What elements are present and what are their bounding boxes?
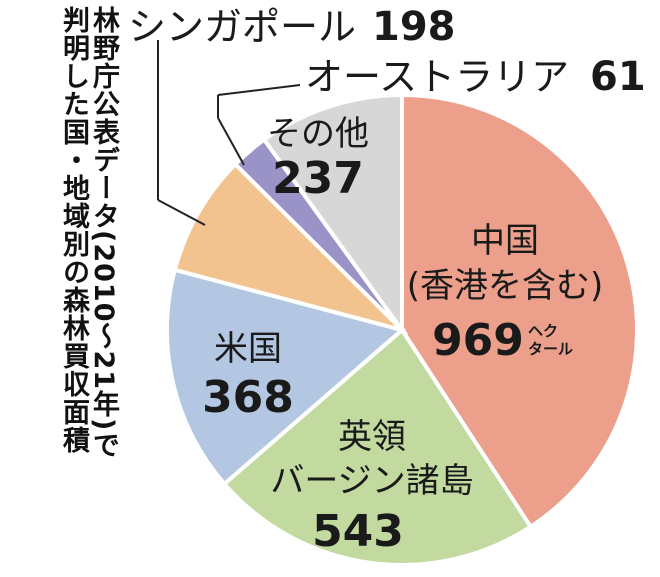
label-other-name: その他 bbox=[267, 114, 369, 154]
leader-line-singapore-tail bbox=[157, 199, 206, 226]
label-singapore-name: シンガポール bbox=[128, 5, 356, 49]
title-line-1: 林野庁公表データ(2010〜21年)で bbox=[88, 6, 119, 460]
label-australia-name: オーストラリア bbox=[305, 55, 569, 99]
label-other-value: 237 bbox=[272, 153, 364, 204]
leader-line-australia-tail bbox=[217, 117, 245, 166]
label-bvi-sub: バージン諸島 bbox=[270, 461, 473, 501]
label-china-sub: (香港を含む) bbox=[407, 266, 604, 306]
pie-slice-bvi bbox=[221, 326, 534, 567]
label-singapore-value: 198 bbox=[372, 4, 456, 50]
chart-title: 林野庁公表データ(2010〜21年)で 判明した国・地域別の森林買収面積 bbox=[58, 6, 119, 576]
pie-slice-us bbox=[165, 267, 407, 487]
pie-slice-singapore bbox=[172, 161, 409, 334]
label-bvi-value: 543 bbox=[312, 506, 404, 557]
label-australia-value: 61 bbox=[590, 54, 646, 100]
pie-slice-other bbox=[261, 92, 404, 337]
pie-slices bbox=[165, 92, 639, 567]
label-unit-bottom: タール bbox=[528, 340, 573, 358]
label-bvi-name: 英領 bbox=[338, 417, 406, 457]
leader-line-australia bbox=[217, 84, 301, 96]
label-us-value: 368 bbox=[202, 372, 294, 423]
label-us-name: 米国 bbox=[214, 329, 282, 369]
title-line-2: 判明した国・地域別の森林買収面積 bbox=[58, 6, 89, 454]
label-china-value: 969 bbox=[432, 315, 524, 366]
label-unit-top: ヘク bbox=[528, 322, 558, 340]
label-china-name: 中国 bbox=[471, 221, 539, 261]
